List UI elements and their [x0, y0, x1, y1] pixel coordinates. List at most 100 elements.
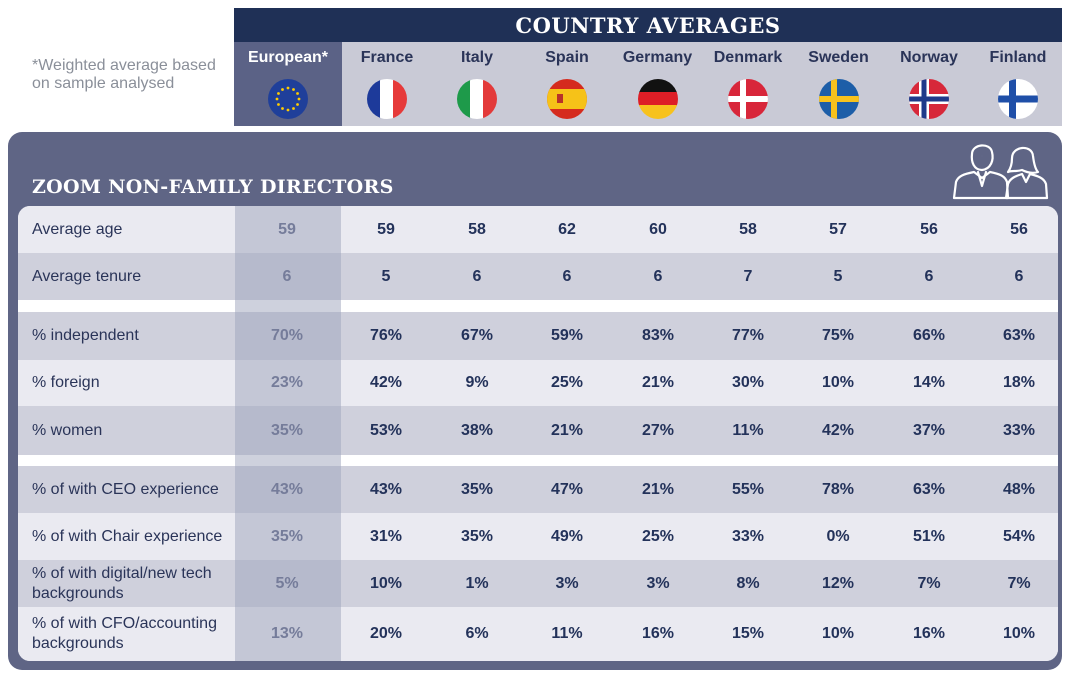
cell-germany: 60 [649, 220, 667, 238]
cell-denmark: 8% [736, 574, 760, 592]
eu-flag-icon [268, 79, 308, 119]
cell-germany: 27% [641, 421, 675, 439]
cell-spain: 49% [550, 527, 584, 545]
cell-norway: 37% [912, 421, 946, 439]
country-name: Italy [460, 49, 493, 66]
germany-flag-icon [637, 79, 678, 119]
header-col-denmark: Denmark [703, 42, 793, 126]
cell-sweden: 75% [821, 327, 855, 344]
cell-norway: 16% [912, 625, 946, 642]
cell-european: 23% [270, 374, 304, 391]
cell-european: 70% [270, 327, 304, 344]
cell-european: 35% [270, 421, 304, 439]
cell-european: 13% [270, 625, 304, 642]
denmark-flag-icon [728, 79, 768, 119]
cell-norway: 51% [912, 527, 946, 545]
cell-spain: 6 [562, 267, 572, 285]
cell-germany: 25% [641, 527, 675, 545]
table-row: Average age 59 59 58 62 60 58 57 56 56 [18, 206, 1058, 253]
cell-italy: 67% [460, 327, 494, 344]
country-name: Germany [622, 49, 693, 66]
header-col-spain: Spain [522, 42, 612, 126]
cell-sweden: 0% [826, 527, 850, 545]
row-label: % foreign [32, 374, 100, 391]
row-label: Average age [32, 220, 123, 238]
cell-spain: 11% [551, 625, 583, 642]
cell-france: 53% [369, 421, 403, 439]
spain-flag-icon [547, 79, 587, 119]
country-name: France [360, 49, 414, 66]
cell-sweden: 10% [821, 625, 855, 642]
header-col-germany: Germany [612, 42, 703, 126]
cell-sweden: 10% [821, 374, 855, 391]
country-name: Denmark [713, 49, 783, 66]
table-row: % foreign 23% 42% 9% 25% 21% 30% 10% 14% 18% [18, 360, 1058, 406]
cell-spain: 25% [550, 374, 584, 391]
cell-italy: 1% [465, 574, 489, 592]
cell-italy: 6 [472, 267, 482, 285]
table-row: % women 35% 53% 38% 21% 27% 11% 42% 37% 33% [18, 406, 1058, 455]
cell-european: 6 [282, 267, 292, 285]
cell-finland: 56 [1010, 220, 1028, 238]
country-name: European* [247, 49, 328, 66]
header-col-sweden: Sweden [793, 42, 884, 126]
cell-denmark: 30% [731, 374, 765, 391]
cell-european: 43% [270, 480, 304, 498]
cell-spain: 59% [550, 327, 584, 344]
sweden-flag-icon [818, 79, 859, 119]
cell-france: 42% [369, 374, 403, 391]
cell-germany: 16% [641, 625, 675, 642]
cell-sweden: 5 [833, 267, 843, 285]
cell-germany: 21% [641, 480, 675, 498]
table-row: % of with digital/new tech backgrounds 5%… [18, 560, 1058, 607]
header-col-france: France [342, 42, 432, 126]
finland-flag-icon [998, 79, 1038, 119]
cell-france: 10% [369, 574, 403, 592]
row-label: % women [32, 421, 103, 439]
cell-sweden: 57 [829, 220, 847, 238]
cell-denmark: 11% [732, 421, 764, 439]
cell-france: 76% [369, 327, 403, 344]
table-row: % of with CEO experience 43% 43% 35% 47% 21% 5… [18, 466, 1058, 513]
header-col-finland: Finland [974, 42, 1062, 126]
cell-european: 59 [278, 220, 296, 238]
cell-norway: 63% [912, 480, 946, 498]
country-name: Sweden [808, 49, 869, 66]
cell-european: 5% [275, 574, 299, 592]
table-row: % of with Chair experience 35% 31% 35% 49% 25… [18, 513, 1058, 560]
table-row: % independent 70% 76% 67% 59% 83% 77% 75% 66% 63% [18, 312, 1058, 360]
row-label: % of with CFO/accounting backgrounds [32, 615, 217, 652]
directors-people-icon [952, 144, 1049, 200]
cell-norway: 7% [917, 574, 941, 592]
row-label: % of with digital/new tech backgrounds [32, 564, 212, 602]
cell-norway: 66% [912, 327, 946, 344]
cell-italy: 35% [460, 480, 494, 498]
cell-spain: 47% [550, 480, 584, 498]
cell-norway: 56 [920, 220, 938, 238]
norway-flag-icon [909, 79, 949, 119]
row-label: % independent [32, 327, 139, 344]
cell-sweden: 78% [821, 480, 855, 498]
cell-denmark: 58 [739, 220, 757, 238]
cell-spain: 62 [558, 220, 576, 238]
row-label: Average tenure [32, 267, 142, 285]
cell-italy: 6% [465, 625, 489, 642]
cell-denmark: 15% [731, 625, 765, 642]
cell-denmark: 55% [731, 480, 765, 498]
cell-finland: 10% [1002, 625, 1036, 642]
cell-denmark: 33% [731, 527, 765, 545]
country-name: Spain [545, 49, 589, 66]
country-name: Norway [900, 49, 958, 66]
cell-finland: 54% [1002, 527, 1036, 545]
cell-finland: 48% [1002, 480, 1036, 498]
cell-france: 31% [369, 527, 403, 545]
cell-finland: 6 [1014, 267, 1024, 285]
cell-france: 5 [381, 267, 391, 285]
cell-european: 35% [270, 527, 304, 545]
france-flag-icon [367, 79, 407, 119]
cell-italy: 35% [460, 527, 494, 545]
cell-france: 20% [369, 625, 403, 642]
cell-germany: 6 [653, 267, 663, 285]
cell-finland: 63% [1002, 327, 1036, 344]
header-col-european: European* [234, 42, 342, 126]
